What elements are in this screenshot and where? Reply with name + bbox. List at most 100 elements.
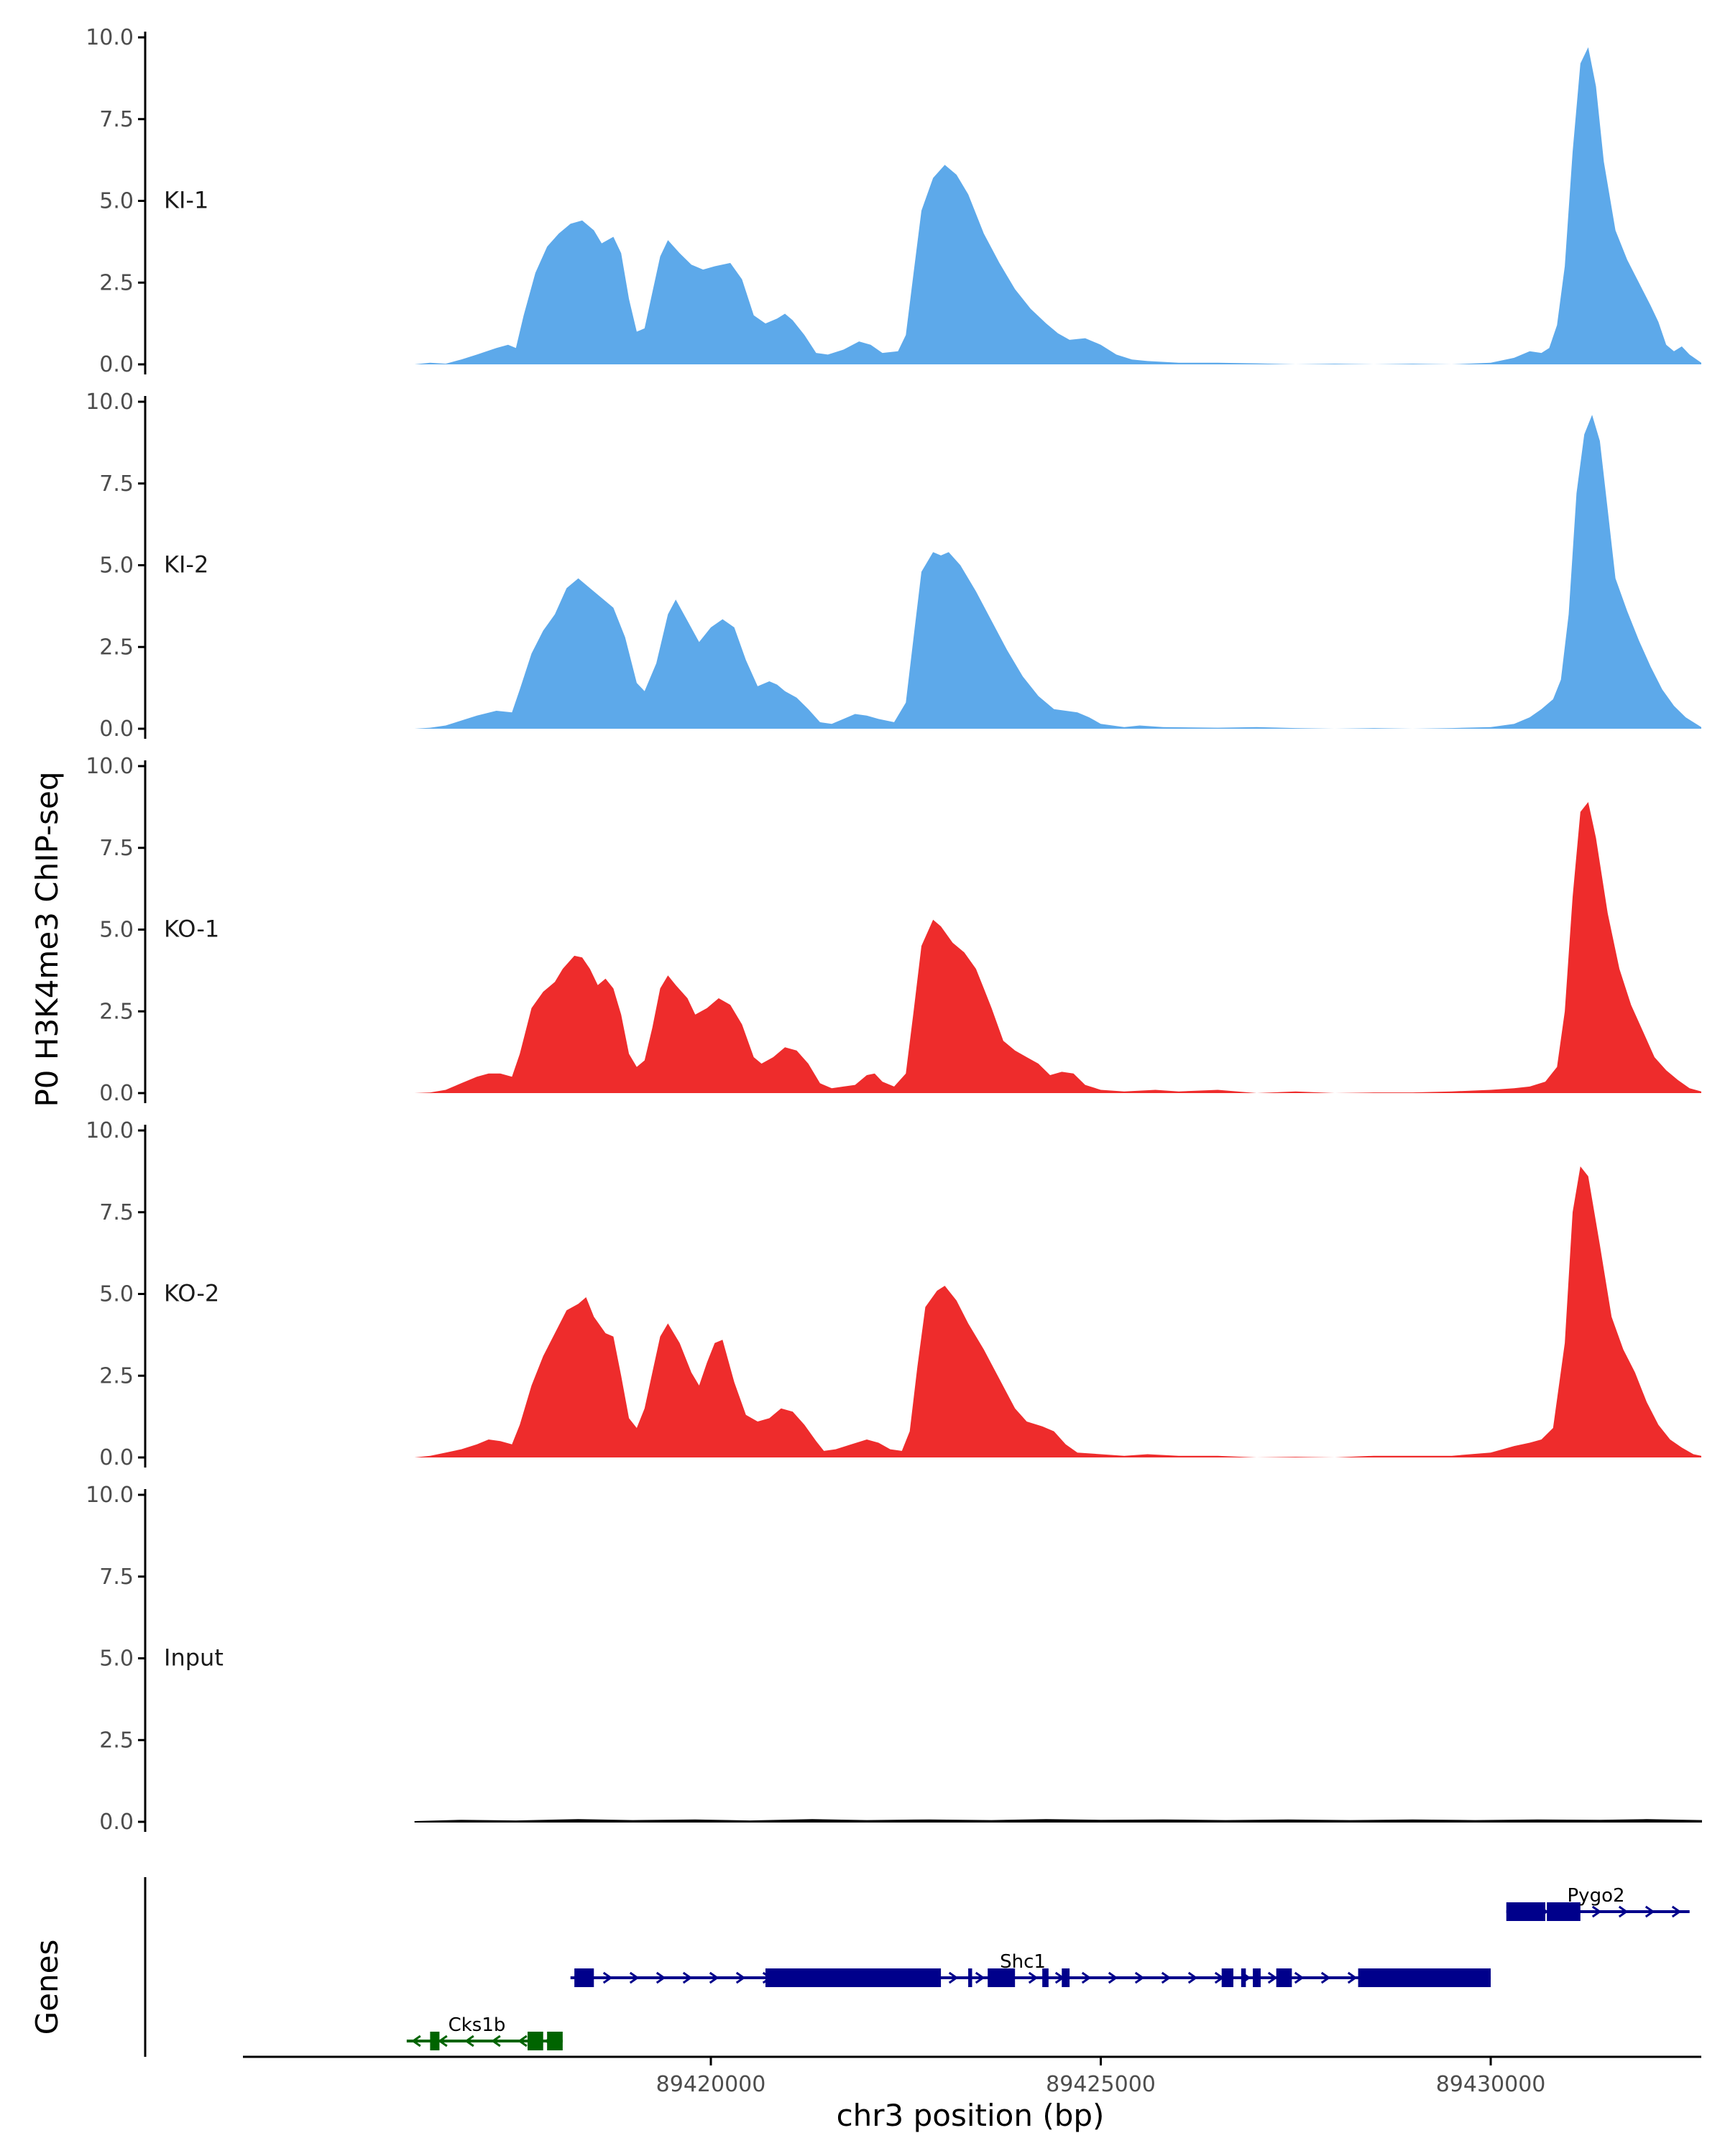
- y-tick-label: 0.0: [99, 717, 134, 742]
- genes-axis-title: Genes: [29, 1940, 65, 2035]
- y-tick-label: 2.5: [99, 1728, 134, 1753]
- track-panel-input: 0.0 2.5 5.0 7.5 10.0 Input: [86, 1483, 1702, 1835]
- strand-chevron: [602, 1971, 613, 1984]
- strand-chevron: [1294, 1971, 1305, 1984]
- strand-chevron: [1161, 1971, 1172, 1984]
- signal-area-ko-1: [414, 802, 1702, 1093]
- gene-exon: [968, 1968, 972, 1987]
- strand-chevron: [464, 2035, 474, 2047]
- strand-chevron: [518, 2035, 528, 2047]
- gene-cks1b: Cks1b: [406, 2014, 563, 2050]
- gene-exon: [1547, 1902, 1581, 1921]
- strand-chevron: [491, 2035, 501, 2047]
- x-tick-label: 89425000: [1046, 2072, 1156, 2097]
- strand-chevron: [1267, 1971, 1278, 1984]
- signal-area-ko-2: [414, 1166, 1702, 1457]
- y-tick-label: 5.0: [99, 1646, 134, 1672]
- gene-exon: [528, 2032, 543, 2050]
- y-tick-label: 10.0: [86, 1118, 134, 1143]
- strand-chevron: [1347, 1971, 1358, 1984]
- y-tick-label: 7.5: [99, 471, 134, 497]
- y-tick-label: 10.0: [86, 390, 134, 415]
- track-label-ko-1: KO-1: [164, 916, 219, 943]
- track-label-ki-1: KI-1: [164, 187, 208, 214]
- y-tick-label: 5.0: [99, 1282, 134, 1307]
- gene-label-shc1: Shc1: [1000, 1951, 1046, 1973]
- strand-chevron: [948, 1971, 959, 1984]
- y-tick-label: 10.0: [86, 1483, 134, 1508]
- gene-exon: [547, 2032, 563, 2050]
- gene-exon: [1276, 1968, 1292, 1987]
- gene-exon: [430, 2032, 440, 2050]
- y-tick-label: 2.5: [99, 1363, 134, 1388]
- signal-area-ki-2: [414, 415, 1702, 729]
- y-tick-label: 0.0: [99, 1445, 134, 1470]
- gene-exon: [1062, 1968, 1070, 1987]
- y-tick-label: 5.0: [99, 553, 134, 579]
- strand-chevron: [1028, 1971, 1039, 1984]
- gene-exon: [574, 1968, 594, 1987]
- y-tick-label: 5.0: [99, 189, 134, 214]
- strand-chevron: [629, 1971, 640, 1984]
- strand-chevron: [656, 1971, 666, 1984]
- y-tick-label: 2.5: [99, 999, 134, 1024]
- strand-chevron: [1187, 1971, 1198, 1984]
- gene-shc1: Shc1: [570, 1951, 1491, 1987]
- gene-exon: [1042, 1968, 1049, 1987]
- y-axis-title: P0 H3K4me3 ChIP-seq: [29, 771, 65, 1107]
- track-label-ki-2: KI-2: [164, 551, 208, 579]
- track-panel-ko-1: 0.0 2.5 5.0 7.5 10.0 KO-1: [86, 754, 1702, 1106]
- strand-chevron: [735, 1971, 746, 1984]
- gene-label-pygo2: Pygo2: [1568, 1885, 1625, 1907]
- gene-exon: [988, 1968, 1016, 1987]
- y-tick-label: 7.5: [99, 107, 134, 132]
- gene-exon: [1358, 1968, 1491, 1987]
- strand-chevron: [1081, 1971, 1092, 1984]
- track-panel-ko-2: 0.0 2.5 5.0 7.5 10.0 KO-2: [86, 1118, 1702, 1470]
- y-tick-label: 10.0: [86, 25, 134, 50]
- strand-chevron: [438, 2035, 448, 2047]
- y-tick-label: 0.0: [99, 1810, 134, 1835]
- x-axis-title: chr3 position (bp): [837, 2098, 1105, 2133]
- strand-chevron: [682, 1971, 693, 1984]
- tracks-layer: 0.0 2.5 5.0 7.5 10.0 KI-1 0.0 2.5 5.0 7.5 10.0 KI-2…: [86, 25, 1702, 1835]
- y-tick-label: 0.0: [99, 352, 134, 377]
- y-tick-label: 0.0: [99, 1081, 134, 1106]
- signal-area-ki-1: [414, 47, 1702, 364]
- gene-exon: [1506, 1902, 1545, 1921]
- y-tick-label: 10.0: [86, 754, 134, 779]
- track-label-input: Input: [164, 1644, 224, 1672]
- track-label-ko-2: KO-2: [164, 1280, 219, 1307]
- x-tick-label: 89430000: [1436, 2072, 1546, 2097]
- y-tick-label: 7.5: [99, 1565, 134, 1590]
- strand-chevron: [1644, 1905, 1655, 1918]
- strand-chevron: [975, 1971, 985, 1984]
- strand-chevron: [709, 1971, 719, 1984]
- strand-chevron: [411, 2035, 421, 2047]
- genes-layer: Pygo2 Shc1 Cks1b: [144, 1877, 1690, 2057]
- gene-pygo2: Pygo2: [1506, 1885, 1690, 1921]
- strand-chevron: [1320, 1971, 1331, 1984]
- strand-chevron: [1671, 1905, 1682, 1918]
- signal-area-input: [414, 1819, 1702, 1823]
- strand-chevron: [1591, 1905, 1602, 1918]
- gene-exon: [1221, 1968, 1233, 1987]
- gene-exon: [765, 1968, 942, 1987]
- strand-chevron: [1618, 1905, 1629, 1918]
- gene-exon: [1241, 1968, 1246, 1987]
- strand-chevron: [1134, 1971, 1145, 1984]
- y-tick-label: 7.5: [99, 836, 134, 861]
- y-tick-label: 5.0: [99, 918, 134, 943]
- gene-exon: [1253, 1968, 1261, 1987]
- track-panel-ki-1: 0.0 2.5 5.0 7.5 10.0 KI-1: [86, 25, 1702, 377]
- y-tick-label: 2.5: [99, 635, 134, 660]
- gene-label-cks1b: Cks1b: [448, 2014, 506, 2036]
- strand-chevron: [1108, 1971, 1118, 1984]
- x-axis: 89420000 89425000 89430000: [243, 2055, 1701, 2097]
- track-panel-ki-2: 0.0 2.5 5.0 7.5 10.0 KI-2: [86, 390, 1702, 742]
- y-tick-label: 7.5: [99, 1200, 134, 1225]
- x-tick-label: 89420000: [656, 2072, 766, 2097]
- y-tick-label: 2.5: [99, 270, 134, 295]
